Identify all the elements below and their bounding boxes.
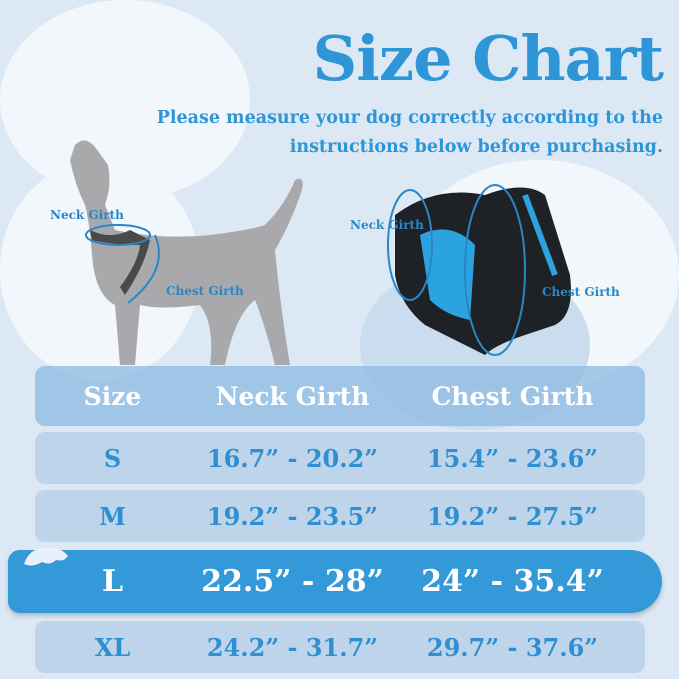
subtitle-line: instructions below before purchasing. (289, 137, 663, 157)
chest-cell: 24” - 35.4” (421, 564, 604, 599)
chest-cell: 19.2” - 27.5” (426, 501, 599, 531)
chest-cell: 29.7” - 37.6” (426, 632, 599, 662)
size-cell: M (99, 501, 126, 531)
subtitle: Please measure your dog correctly accord… (103, 104, 663, 162)
size-cell: XL (94, 632, 131, 662)
dog-neck-girth-label: Neck Girth (50, 208, 124, 222)
table-row-l-highlighted: L 22.5” - 28” 24” - 35.4” (8, 547, 662, 613)
table-row-s: S 16.7” - 20.2” 15.4” - 23.6” (35, 432, 645, 484)
dog-head-icon (24, 547, 68, 566)
size-cell: S (103, 443, 122, 473)
header-neck-girth: Neck Girth (215, 381, 370, 411)
table-row-xl: XL 24.2” - 31.7” 29.7” - 37.6” (35, 621, 645, 673)
table-row-m: M 19.2” - 23.5” 19.2” - 27.5” (35, 490, 645, 542)
neck-cell: 19.2” - 23.5” (206, 501, 379, 531)
neck-cell: 16.7” - 20.2” (206, 443, 379, 473)
dog-silhouette-image (70, 140, 303, 365)
subtitle-line: Please measure your dog correctly accord… (156, 108, 663, 128)
neck-cell: 24.2” - 31.7” (206, 632, 379, 662)
harness-image (387, 184, 571, 356)
header-size: Size (83, 381, 142, 411)
harness-neck-girth-label: Neck Girth (350, 218, 424, 232)
dog-chest-girth-label: Chest Girth (166, 284, 244, 298)
harness-chest-girth-label: Chest Girth (542, 285, 620, 299)
neck-cell: 22.5” - 28” (201, 564, 384, 599)
size-cell: L (101, 564, 124, 599)
page-title: Size Chart (312, 22, 664, 95)
table-header-row: Size Neck Girth Chest Girth (35, 366, 645, 426)
chest-cell: 15.4” - 23.6” (426, 443, 599, 473)
header-chest-girth: Chest Girth (431, 381, 594, 411)
